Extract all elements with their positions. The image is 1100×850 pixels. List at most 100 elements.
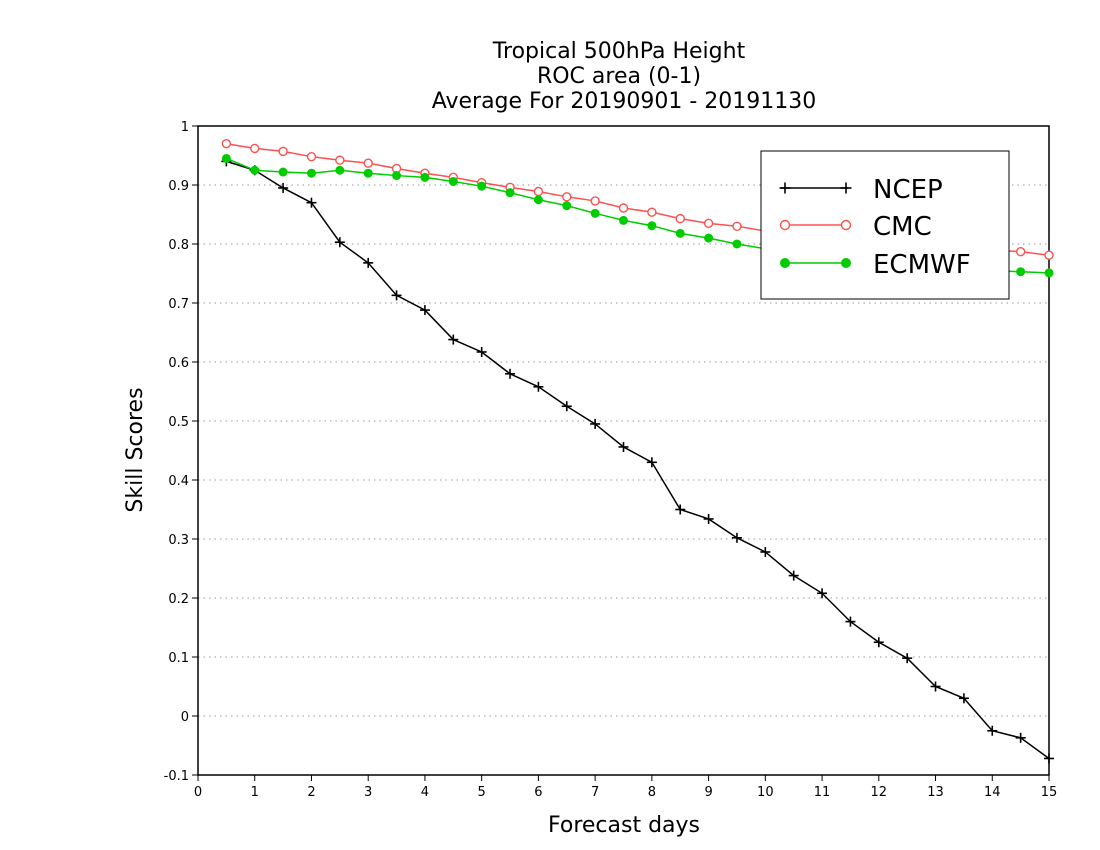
y-tick-label: 1 [181, 120, 189, 135]
y-tick-label: 0.5 [168, 415, 189, 430]
data-point-ncep [363, 257, 374, 268]
legend-label: ECMWF [873, 250, 971, 280]
data-point-ncep [1044, 753, 1054, 764]
data-point-ncep [788, 570, 799, 581]
data-point-cmc [335, 155, 345, 165]
data-point-cmc [363, 158, 373, 168]
x-tick-label: 7 [591, 785, 599, 800]
x-tick-label: 5 [478, 785, 486, 800]
legend-entry-ncep: NCEP [779, 175, 943, 205]
data-point-ncep [334, 237, 345, 248]
data-point-cmc [703, 218, 714, 229]
data-point-cmc [618, 203, 629, 213]
legend-entry-cmc: CMC [779, 212, 932, 242]
data-point-ecmwf [590, 208, 600, 218]
data-point-ncep [448, 334, 459, 345]
data-point-ecmwf [420, 172, 430, 182]
data-point-cmc [1015, 246, 1026, 257]
data-point-ecmwf [278, 167, 288, 177]
data-point-ncep [391, 290, 402, 301]
chart-title-line-3: Average For 20190901 - 20191130 [432, 89, 817, 114]
series-ncep [221, 156, 1054, 764]
x-tick-label: 4 [421, 785, 429, 800]
x-tick-label: 2 [307, 785, 315, 800]
y-tick-label: 0.8 [168, 238, 189, 253]
axis-ticks: -0.100.10.20.30.40.50.60.70.80.910 1 2 3 4 5 6… [164, 120, 1058, 800]
data-point-ncep [760, 546, 771, 557]
y-tick-label: -0.1 [164, 769, 189, 784]
plot-frame [197, 125, 1050, 776]
data-point-cmc [533, 186, 544, 197]
x-tick-label: 3 [364, 785, 372, 800]
x-axis-label: Forecast days [548, 813, 700, 838]
data-point-ecmwf [250, 165, 260, 175]
data-point-ncep [675, 504, 686, 515]
data-point-ncep [590, 418, 601, 429]
data-point-ncep [987, 725, 998, 736]
data-point-ncep [646, 457, 657, 468]
data-point-ecmwf [1044, 268, 1054, 278]
data-point-cmc [675, 213, 685, 224]
chart-title: Tropical 500hPa Height ROC area (0-1) Av… [432, 39, 817, 114]
x-tick-label: 12 [871, 785, 888, 800]
x-tick-label: 6 [534, 785, 542, 800]
data-point-ecmwf [562, 201, 572, 211]
data-point-ncep [845, 616, 856, 627]
y-tick-label: 0.9 [168, 179, 189, 194]
data-point-ecmwf [448, 176, 458, 186]
data-point-ecmwf [363, 168, 373, 178]
data-point-cmc [1044, 250, 1054, 260]
data-point-ecmwf [392, 171, 402, 181]
data-point-ncep [1015, 732, 1026, 743]
data-point-ecmwf [477, 181, 487, 191]
y-tick-label: 0.3 [168, 533, 189, 548]
data-point-ecmwf [704, 233, 714, 243]
data-point-ncep [278, 182, 289, 193]
y-tick-label: 0.2 [168, 592, 189, 607]
data-point-cmc [590, 196, 600, 206]
data-point-cmc [647, 207, 657, 217]
data-point-ncep [505, 368, 516, 379]
data-point-cmc [250, 143, 260, 154]
data-point-ecmwf [1016, 267, 1026, 277]
x-tick-label: 13 [927, 785, 944, 800]
y-tick-label: 0.6 [168, 356, 189, 371]
data-point-cmc [221, 138, 232, 149]
data-point-cmc [840, 219, 852, 231]
data-point-ncep [902, 653, 913, 664]
chart-title-line-2: ROC area (0-1) [537, 64, 701, 89]
data-point-ncep [419, 305, 430, 316]
x-tick-label: 1 [251, 785, 259, 800]
data-point-ecmwf [841, 258, 851, 268]
x-tick-label: 15 [1041, 785, 1058, 800]
data-point-ncep [476, 346, 487, 357]
data-point-cmc [732, 221, 742, 232]
data-point-ecmwf [647, 221, 657, 231]
legend: NCEP CMC ECMWF [760, 150, 1010, 300]
chart-title-line-1: Tropical 500hPa Height [492, 39, 746, 64]
series-line-ncep [226, 160, 1050, 760]
legend-label: NCEP [873, 175, 943, 205]
data-point-ncep [840, 182, 852, 194]
y-tick-label: 0.1 [168, 651, 189, 666]
y-tick-label: 0.7 [168, 297, 189, 312]
x-tick-label: 10 [757, 785, 774, 800]
data-point-ecmwf [619, 215, 628, 225]
y-tick-label: 0.4 [168, 474, 189, 489]
data-point-cmc [278, 146, 288, 157]
data-point-ncep [306, 197, 317, 208]
data-point-ecmwf [533, 195, 543, 205]
data-point-ncep [817, 588, 828, 599]
data-point-ncep [958, 693, 969, 704]
data-point-cmc [562, 192, 572, 202]
data-point-ncep [618, 441, 629, 452]
data-point-ecmwf [221, 153, 231, 163]
data-point-ecmwf [780, 258, 790, 268]
data-point-ecmwf [306, 168, 316, 178]
x-tick-label: 0 [194, 785, 202, 800]
data-point-ncep [930, 681, 941, 692]
data-point-ecmwf [675, 228, 685, 238]
data-point-ncep [779, 182, 791, 194]
data-point-ncep [561, 401, 572, 412]
x-tick-label: 9 [704, 785, 712, 800]
